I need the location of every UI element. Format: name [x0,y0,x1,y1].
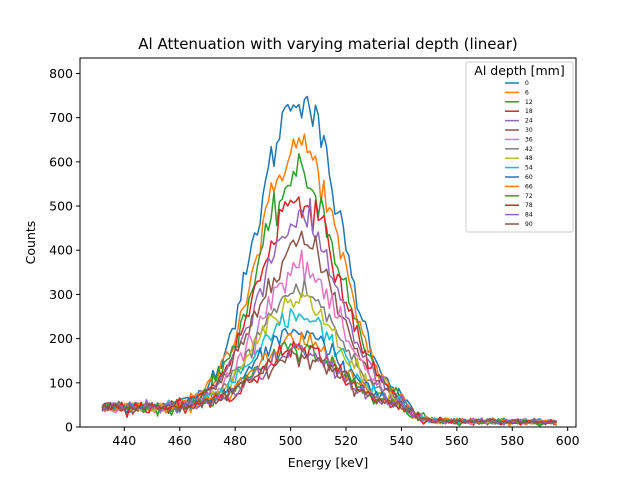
legend-label-18: 18 [525,108,533,115]
legend-label-78: 78 [525,202,533,209]
y-tick-label: 800 [49,66,73,81]
y-tick-label: 200 [49,331,73,346]
y-axis: 0 100 200 300 400 500 600 700 800 [49,66,80,435]
legend-label-60: 60 [525,174,533,181]
x-axis-label: Energy [keV] [288,455,369,470]
legend-label-24: 24 [525,118,533,125]
legend-label-48: 48 [525,155,533,162]
legend-label-90: 90 [525,221,533,228]
legend-box [465,61,574,233]
x-axis: 440 460 480 500 520 540 560 580 600 [112,427,580,448]
series-line-72 [101,341,557,427]
legend: Al depth [mm] 0 6 12 18 24 30 36 42 48 54 60 66 72 78… [465,61,574,233]
y-tick-label: 300 [49,287,73,302]
x-tick-label: 460 [168,433,192,448]
y-tick-label: 500 [49,199,73,214]
legend-entries: 0 6 12 18 24 30 36 42 48 54 60 66 72 78 84 90 [505,80,533,228]
x-tick-label: 540 [390,433,414,448]
x-tick-label: 440 [112,433,136,448]
y-tick-label: 0 [65,420,73,435]
axes-frame [79,57,577,428]
legend-label-0: 0 [525,80,529,87]
legend-label-42: 42 [525,146,533,153]
legend-title: Al depth [mm] [474,63,564,78]
series-group [101,95,558,427]
y-tick-label: 700 [49,110,73,125]
legend-label-36: 36 [525,136,533,143]
series-line-90 [101,348,557,426]
legend-label-12: 12 [525,99,533,106]
x-tick-label: 480 [223,433,247,448]
x-tick-label: 560 [445,433,469,448]
x-tick-label: 500 [279,433,303,448]
chart-title: Al Attenuation with varying material dep… [138,35,518,53]
x-tick-label: 580 [500,433,524,448]
legend-label-30: 30 [525,127,533,134]
legend-label-6: 6 [525,89,529,96]
y-tick-label: 600 [49,154,73,169]
y-tick-label: 100 [49,375,73,390]
legend-label-72: 72 [525,193,533,200]
x-tick-label: 520 [334,433,358,448]
x-tick-label: 600 [556,433,580,448]
y-axis-label: Counts [23,221,38,265]
legend-label-54: 54 [525,165,533,172]
y-tick-label: 400 [49,243,73,258]
legend-label-84: 84 [525,212,533,219]
plot-area [79,57,577,428]
legend-label-66: 66 [525,183,533,190]
